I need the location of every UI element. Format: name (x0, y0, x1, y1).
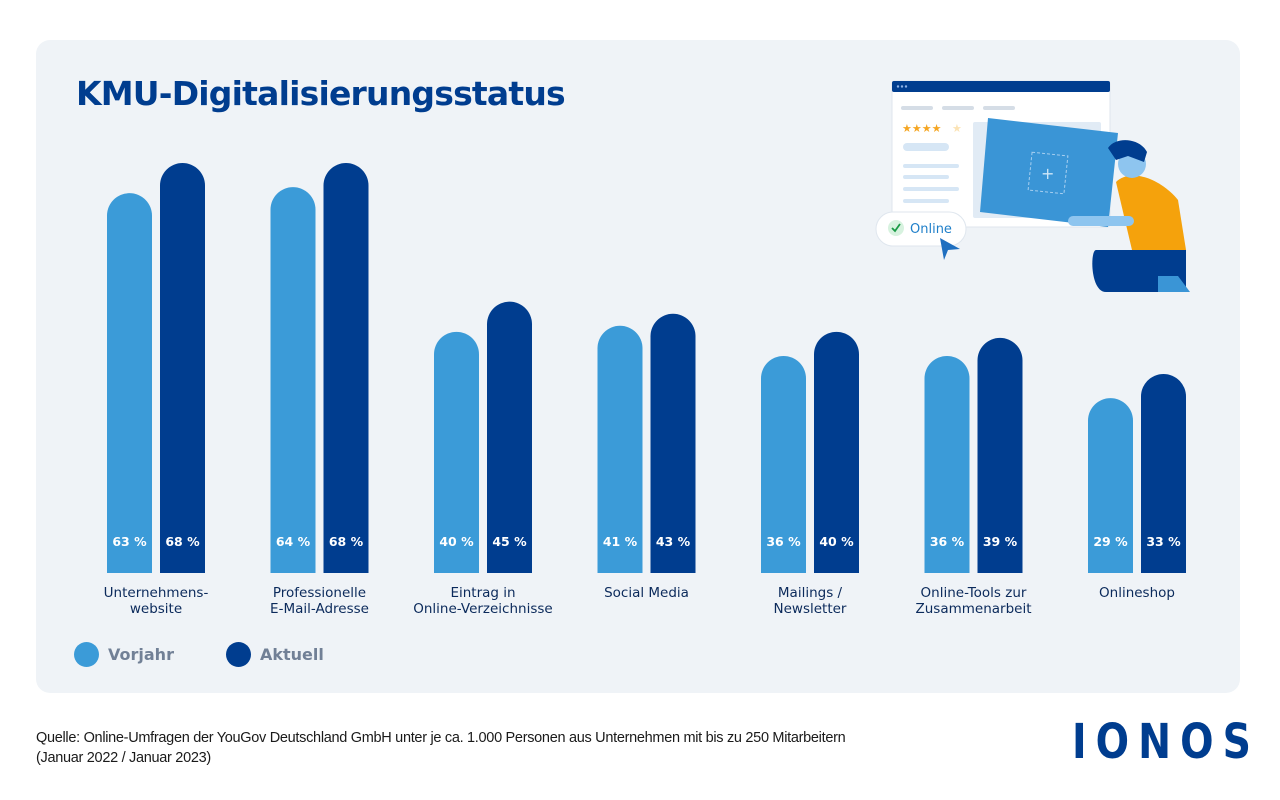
bar-vorjahr-5 (924, 355, 970, 573)
image-placeholder-icon: + (980, 118, 1118, 227)
category-label-6: Onlineshop (1099, 585, 1175, 601)
bar-aktuell-4 (814, 331, 859, 573)
check-circle-icon (888, 220, 904, 236)
legend-swatch-vorjahr (74, 642, 99, 667)
cursor-icon (940, 238, 960, 260)
legend: Vorjahr Aktuell (74, 642, 376, 667)
bar-vorjahr-0 (107, 193, 152, 573)
legend-item-aktuell: Aktuell (225, 642, 324, 667)
value-labels-group: 63 % 68 % 64 % 68 % 40 % 45 % 41 % 43 % 36 % 40 %… (112, 534, 1181, 549)
svg-text:★★★★: ★★★★ (902, 122, 942, 135)
value-label-aktuell-5: 39 % (983, 534, 1018, 549)
bar-aktuell-3 (650, 313, 696, 573)
bar-vorjahr-1 (270, 187, 316, 573)
value-label-aktuell-0: 68 % (165, 534, 200, 549)
category-label-4: Mailings / Newsletter (774, 585, 847, 617)
source-line-2: (Januar 2022 / Januar 2023) (36, 750, 211, 766)
svg-text:+: + (1041, 164, 1054, 183)
value-label-vorjahr-4: 36 % (766, 534, 801, 549)
value-label-vorjahr-3: 41 % (603, 534, 638, 549)
ionos-logo: IONOS (1072, 714, 1260, 770)
person-icon (1068, 140, 1190, 292)
category-label-2: Eintrag in Online-Verzeichnisse (413, 585, 552, 617)
category-label-0: Unternehmens-website (104, 585, 209, 617)
bar-aktuell-0 (160, 163, 205, 574)
value-label-vorjahr-0: 63 % (112, 534, 147, 549)
category-labels-group: Unternehmens-website Professionelle E-Mail… (104, 585, 1175, 617)
bar-vorjahr-3 (597, 325, 643, 573)
value-label-vorjahr-5: 36 % (930, 534, 965, 549)
value-label-aktuell-4: 40 % (819, 534, 854, 549)
value-label-vorjahr-1: 64 % (276, 534, 311, 549)
source-line-1: Quelle: Online-Umfragen der YouGov Deuts… (36, 730, 846, 746)
value-label-aktuell-3: 43 % (656, 534, 691, 549)
category-label-5: Online-Tools zur Zusammenarbeit (915, 585, 1031, 617)
value-label-aktuell-6: 33 % (1146, 534, 1181, 549)
bar-vorjahr-4 (761, 355, 806, 573)
rating-stars-icon: ★★★★ ★ (902, 122, 962, 135)
category-label-1: Professionelle E-Mail-Adresse (270, 585, 369, 617)
legend-label-aktuell: Aktuell (259, 645, 324, 664)
legend-label-vorjahr: Vorjahr (108, 645, 174, 664)
legend-swatch-aktuell (225, 642, 251, 667)
value-label-aktuell-2: 45 % (492, 534, 527, 549)
value-label-vorjahr-2: 40 % (439, 534, 474, 549)
bars-group (107, 163, 1186, 574)
legend-item-vorjahr: Vorjahr (74, 642, 174, 667)
source-note: Quelle: Online-Umfragen der YouGov Deuts… (36, 728, 846, 768)
bar-vorjahr-6 (1088, 398, 1133, 573)
svg-text:★: ★ (952, 122, 962, 135)
bar-aktuell-2 (487, 301, 532, 573)
bar-vorjahr-2 (434, 331, 479, 573)
category-label-3: Social Media (604, 585, 689, 601)
bar-chart: 63 % 68 % 64 % 68 % 40 % 45 % 41 % 43 % 36 % 40 %… (104, 163, 1186, 617)
bar-aktuell-1 (323, 163, 369, 574)
online-badge: Online (875, 211, 967, 260)
value-label-aktuell-1: 68 % (329, 534, 364, 549)
value-label-vorjahr-6: 29 % (1093, 534, 1128, 549)
online-badge-label: Online (910, 222, 952, 237)
bar-aktuell-5 (977, 337, 1023, 573)
illustration: ★★★★ ★ + Online (875, 80, 1190, 292)
bar-aktuell-6 (1141, 374, 1186, 573)
chart-title: KMU-Digitalisierungsstatus (76, 74, 566, 113)
